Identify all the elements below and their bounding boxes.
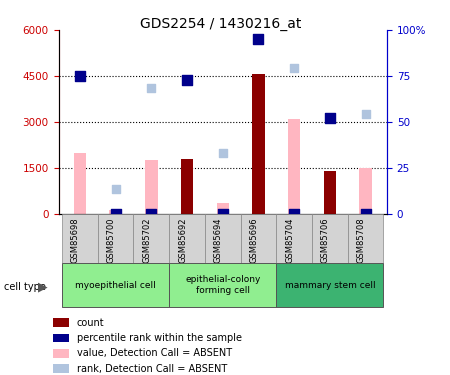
Point: [362, 211, 369, 217]
Point: [148, 211, 155, 217]
Text: myoepithelial cell: myoepithelial cell: [75, 280, 156, 290]
FancyBboxPatch shape: [169, 263, 276, 307]
Text: GSM85700: GSM85700: [107, 217, 116, 263]
FancyBboxPatch shape: [98, 214, 134, 262]
FancyBboxPatch shape: [134, 214, 169, 262]
Bar: [53, 334, 69, 342]
Text: epithelial-colony
forming cell: epithelial-colony forming cell: [185, 275, 261, 295]
Point: [362, 111, 369, 117]
Bar: [216, 203, 229, 214]
Text: rank, Detection Call = ABSENT: rank, Detection Call = ABSENT: [76, 364, 227, 374]
Bar: [324, 171, 336, 214]
Bar: [145, 160, 158, 214]
Point: [326, 115, 333, 121]
Point: [219, 150, 226, 156]
Bar: [360, 168, 372, 214]
Text: count: count: [76, 318, 104, 328]
Point: [184, 76, 191, 82]
Bar: [53, 364, 69, 373]
FancyBboxPatch shape: [312, 214, 348, 262]
Text: GSM85698: GSM85698: [71, 217, 80, 263]
Bar: [74, 153, 86, 214]
Point: [255, 36, 262, 42]
Text: GSM85708: GSM85708: [356, 217, 365, 263]
Text: GSM85704: GSM85704: [285, 217, 294, 263]
Bar: [252, 74, 265, 214]
Bar: [109, 210, 122, 214]
Bar: [181, 159, 194, 214]
FancyBboxPatch shape: [348, 214, 383, 262]
Point: [112, 211, 119, 217]
Point: [291, 211, 298, 217]
Text: GSM85706: GSM85706: [321, 217, 330, 263]
FancyBboxPatch shape: [205, 214, 241, 262]
Point: [148, 85, 155, 91]
Text: mammary stem cell: mammary stem cell: [284, 280, 375, 290]
Point: [76, 73, 84, 79]
Text: percentile rank within the sample: percentile rank within the sample: [76, 333, 242, 343]
Bar: [53, 318, 69, 327]
FancyBboxPatch shape: [241, 214, 276, 262]
Text: value, Detection Call = ABSENT: value, Detection Call = ABSENT: [76, 348, 232, 358]
Bar: [53, 349, 69, 358]
FancyBboxPatch shape: [169, 214, 205, 262]
Text: GSM85692: GSM85692: [178, 217, 187, 263]
FancyBboxPatch shape: [276, 214, 312, 262]
Point: [219, 211, 226, 217]
Text: GSM85694: GSM85694: [214, 217, 223, 263]
Text: GDS2254 / 1430216_at: GDS2254 / 1430216_at: [140, 17, 301, 31]
Point: [112, 186, 119, 192]
Text: GSM85702: GSM85702: [142, 217, 151, 263]
FancyBboxPatch shape: [62, 263, 169, 307]
Bar: [288, 119, 301, 214]
Text: cell type: cell type: [4, 282, 46, 292]
Text: ▶: ▶: [38, 280, 48, 293]
Text: GSM85696: GSM85696: [249, 217, 258, 263]
FancyBboxPatch shape: [276, 263, 383, 307]
FancyBboxPatch shape: [62, 214, 98, 262]
Point: [291, 65, 298, 71]
